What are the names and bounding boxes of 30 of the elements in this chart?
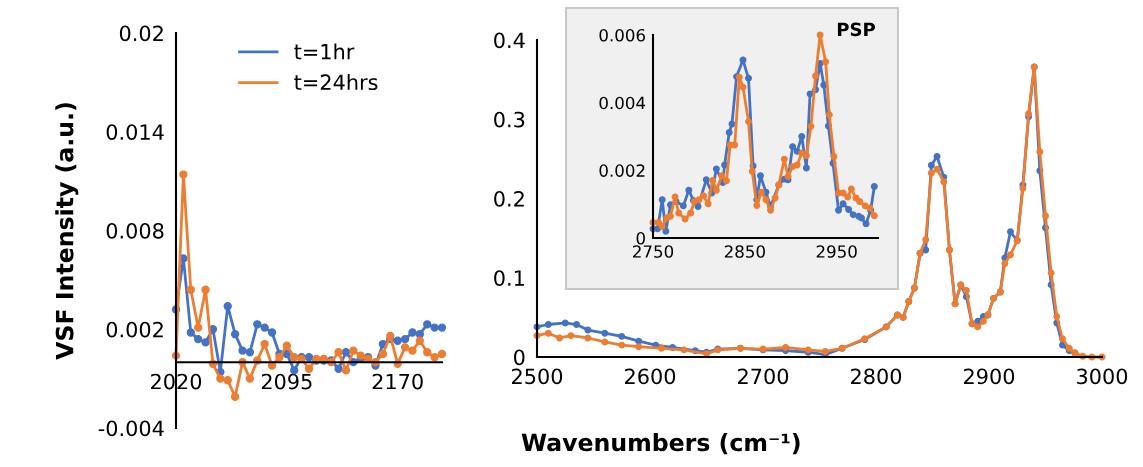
legend-label: t=1hr xyxy=(294,43,355,60)
y-tick-label: 0 xyxy=(636,231,645,245)
x-tick-label: 3000 xyxy=(1077,368,1128,385)
y-tick-label: 0.2 xyxy=(494,190,524,207)
x-tick-label: 2095 xyxy=(261,373,312,390)
legend-label: t=24hrs xyxy=(294,74,378,91)
x-tick-label: 2600 xyxy=(625,368,676,385)
y-tick-label: 0 xyxy=(514,349,525,366)
y-tick-label: 0.02 xyxy=(119,25,163,42)
x-tick-label: 2700 xyxy=(738,368,789,385)
y-tick-label: 0.1 xyxy=(494,270,524,286)
y-tick-label: 0.004 xyxy=(599,96,646,110)
x-tick-label: 2800 xyxy=(851,368,902,385)
y-axis-title: VSF Intensity (a.u.) xyxy=(55,103,79,360)
y-tick-label: 0.002 xyxy=(106,321,163,338)
y-tick-label: 0.014 xyxy=(106,124,164,140)
y-tick-label: 0.008 xyxy=(106,222,164,239)
x-tick-label: 2850 xyxy=(724,245,765,258)
x-tick-label: 2500 xyxy=(512,368,563,385)
y-tick-label: 0.006 xyxy=(599,28,646,42)
x-tick-label: 2900 xyxy=(964,368,1015,385)
annotation: PSP xyxy=(837,22,876,37)
x-tick-label: 2950 xyxy=(816,245,857,258)
y-tick-label: 0.002 xyxy=(599,164,645,177)
x-tick-label: 2170 xyxy=(372,373,423,390)
x-tick-label: 2750 xyxy=(633,245,674,258)
x-axis-title: Wavenumbers (cm⁻¹) xyxy=(521,433,800,455)
y-tick-label: 0.4 xyxy=(494,32,525,49)
y-tick-label: -0.004 xyxy=(98,420,164,437)
y-tick-label: 0.3 xyxy=(494,111,525,128)
